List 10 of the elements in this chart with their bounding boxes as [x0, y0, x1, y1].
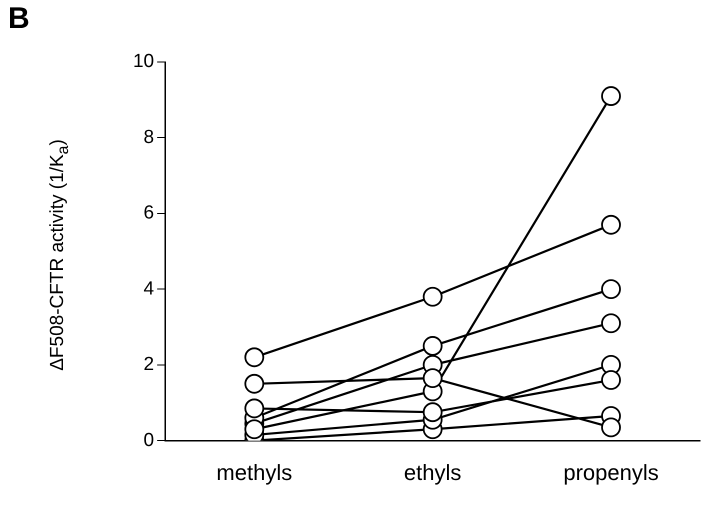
x-tick-label: methyls — [216, 460, 292, 485]
x-tick-label: ethyls — [404, 460, 462, 485]
y-tick-label: 2 — [144, 354, 154, 376]
y-tick-label: 4 — [144, 278, 155, 300]
x-tick-label: propenyls — [563, 460, 659, 485]
y-tick-label: 10 — [132, 51, 154, 72]
chart-title: B — [8, 2, 30, 36]
y-tick-label: 6 — [144, 202, 154, 224]
y-tick-label: 8 — [144, 126, 154, 148]
y-tick-label: 0 — [144, 430, 154, 451]
